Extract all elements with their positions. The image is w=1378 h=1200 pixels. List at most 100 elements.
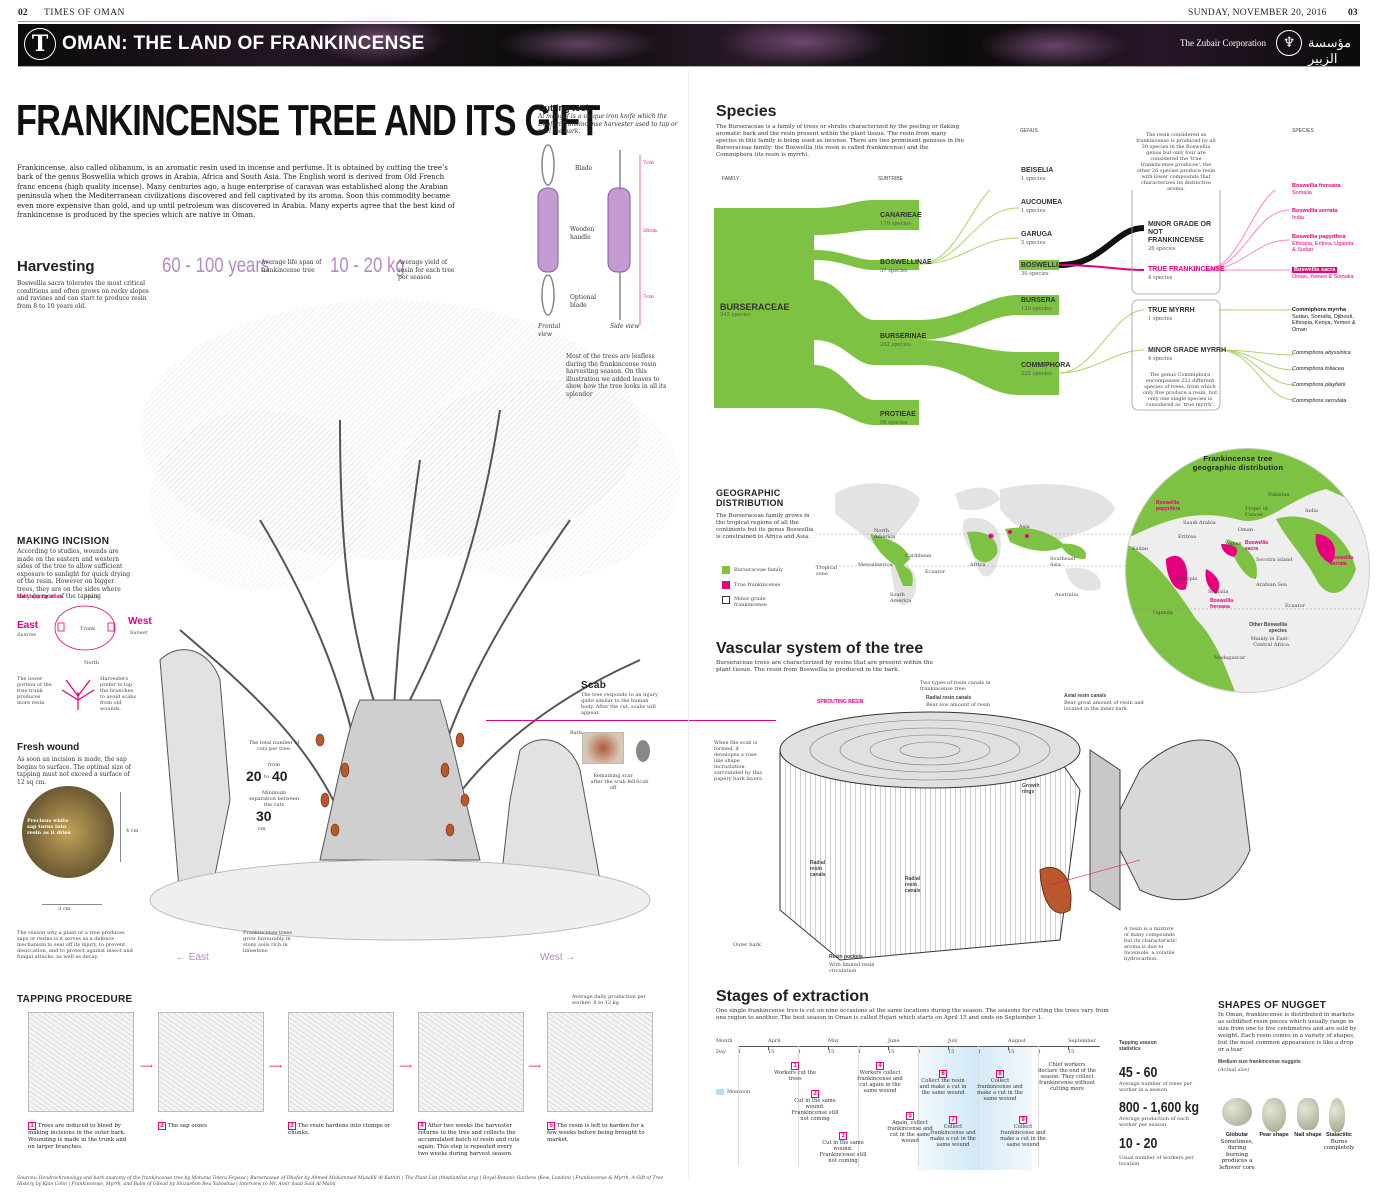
species-where: Ethiopia, Eritrea, Uganda & Sudan (1292, 240, 1354, 254)
map-label-socotra: Socotra island (1256, 557, 1293, 563)
step-text: The sap oozes (167, 1123, 207, 1129)
step-number: 5 (547, 1122, 555, 1130)
species-sacra: Boswellia sacra Oman, Yemen & Somalia (1292, 267, 1354, 280)
vascular-text: Burseraceae trees are characterized by r… (716, 660, 934, 673)
event-number: 8 (996, 1070, 1004, 1078)
step-number: 2 (158, 1122, 166, 1130)
minor-myrrh-count: 4 species (1148, 356, 1173, 362)
nugget-pear (1262, 1098, 1286, 1132)
col-genus: GENUS (1020, 128, 1038, 134)
axial-canals-text: Bear great amount of resin and located i… (1064, 700, 1144, 712)
timeline-month: April (768, 1038, 781, 1044)
genus-count: 1 species (1021, 176, 1046, 182)
col-subtribe: SUBTRIBE (878, 176, 904, 182)
harvesting-text: Boswellia sacra tolerates the most criti… (17, 280, 149, 310)
defense-note: The reason why a plant or a tree produce… (17, 930, 133, 960)
incision-text: According to studies, wounds are made on… (17, 548, 131, 600)
timeline-tick (978, 1046, 979, 1166)
map-label-uganda: Uganda (1153, 610, 1173, 616)
two-types-label: Two types of resin canals in frankincens… (920, 680, 991, 692)
shape-pear-label: Pear shape (1259, 1132, 1289, 1138)
map-label-eritrea: Eritrea (1178, 534, 1196, 540)
genus-count: 5 species (1021, 240, 1046, 246)
timeline-event: 2 Cut in the same wound. Frankincense sti… (790, 1090, 840, 1122)
incision-title: MAKING INCISION (17, 536, 110, 547)
remaining-scar-label: Remaining scar after the scab fell off (590, 773, 636, 791)
branch-icon (61, 679, 95, 710)
shape-globular-label: Globular Sometimes, during burning produc… (1216, 1132, 1258, 1171)
resin-pockets-text: With limited resin circulation (829, 962, 875, 974)
cuts-label: The total number of cuts per tree: (248, 740, 300, 752)
nugget-actual-size: (Actual size) (1218, 1067, 1250, 1073)
region-tropical-zone: Tropical zone (816, 565, 837, 577)
event-text: Cut in the same wound. Frankincense stil… (791, 1098, 839, 1122)
event-number: 7 (949, 1116, 957, 1124)
sprouting-resin-label: SPROUTING RESIN (817, 699, 864, 705)
map-label-yemen: Yemen (1225, 541, 1242, 547)
radial-resin-right-label: Radial resin canals (905, 876, 921, 894)
species-frereana: Boswellia frereana Somalia (1292, 183, 1354, 196)
arrow-right-icon: ⟶ (528, 1062, 541, 1072)
arrow-right-icon: ⟶ (269, 1062, 282, 1072)
timeline-event: 8 Collect frankincense and make a cut in … (975, 1070, 1025, 1102)
page-gutter (688, 70, 689, 1180)
myrrh-where: Sudan, Somalia, Djibouti, Ethiopia, Keny… (1292, 313, 1356, 333)
sources-note: Sources: Dendrochronology and bark anato… (17, 1176, 664, 1187)
event-number: 3 (839, 1132, 847, 1140)
map-label-ecuator: Ecuator (1285, 603, 1306, 609)
myrrh-abyssinica: Commiphora abyssinica (1292, 350, 1351, 356)
monsoon-band (917, 1046, 1032, 1170)
stat-trees-value: 45 - 60 (1119, 1064, 1158, 1081)
cuts-min: 20 (246, 768, 262, 784)
genus-name: BURSERA (1021, 297, 1056, 304)
event-number: 4 (876, 1062, 884, 1070)
tool-handle-label: Wooden handle (570, 226, 595, 241)
region-south-america: South America (890, 592, 912, 604)
compass-north: North (84, 660, 100, 666)
west-direction: West → (540, 952, 576, 963)
fresh-wound-text: As soon an incision is made, the sap beg… (17, 756, 131, 786)
dim-vertical-label: 4 cm (126, 828, 139, 834)
region-africa: Africa (970, 562, 986, 568)
species-serrata: Boswellia serrata India (1292, 208, 1354, 221)
dim-optional: 7cm (643, 294, 654, 300)
legend-minor: Minor grade frankincense (734, 596, 767, 608)
circle-map-title: Frankincense tree geographic distributio… (1192, 454, 1284, 472)
dim-line-vertical (120, 792, 121, 862)
timeline-month: June (888, 1038, 900, 1044)
tool-optional-blade-label: Optional blade (570, 294, 597, 309)
event-text: Collect the resin and make a cut in the … (919, 1078, 967, 1096)
east-label: East (188, 952, 209, 963)
timeline-day: 1 (1038, 1049, 1042, 1055)
cutting-tool-illustration (537, 144, 641, 325)
timeline-month: August (1008, 1038, 1026, 1044)
shape-name: Stalactitic (1326, 1132, 1352, 1138)
timeline-day: 1 (798, 1049, 802, 1055)
timeline-day: 15 (828, 1049, 835, 1055)
lifespan-stat: 60 - 100 years (162, 254, 270, 277)
family-name: BURSERACEAE (720, 302, 790, 312)
smoke-decoration (498, 24, 658, 64)
timeline-day: 1 (978, 1049, 982, 1055)
genus-name: BOSWELLIA (1021, 262, 1063, 269)
legend-family: Burseraceae family (734, 567, 784, 573)
banner-title: OMAN: THE LAND OF FRANKINCENSE (62, 33, 425, 54)
minor-count: 26 species (1148, 246, 1176, 252)
subtribe-canarieae: CANARIEAE 170 species (880, 212, 922, 228)
genus-name: COMMIPHORA (1021, 362, 1071, 369)
true-name: TRUE FRANKINCENSE (1148, 266, 1225, 273)
radial-resin-left-label: Radial resin canals (810, 860, 826, 878)
family-count: 545 species (720, 312, 751, 318)
event-number: 9 (1019, 1116, 1027, 1124)
west-label: West (540, 952, 563, 963)
cutting-tool-text: Al mangaf is a unique iron knife which t… (538, 113, 678, 135)
map-label-sudan: Sudan (1132, 546, 1149, 552)
stages-title: Stages of extraction (716, 988, 869, 1005)
step-text: Trees are induced to bleed by making inc… (28, 1123, 127, 1150)
col-family: FAMILY (722, 176, 740, 182)
step-text: The resin is left to harden for a few we… (547, 1123, 645, 1143)
map-label-other: Other Boswellia species (1249, 622, 1287, 634)
wood-cross-section-illustration (779, 711, 1251, 961)
cutting-tool-title: Cutting tool (538, 103, 589, 113)
genus-count: 222 species (1021, 371, 1052, 377)
